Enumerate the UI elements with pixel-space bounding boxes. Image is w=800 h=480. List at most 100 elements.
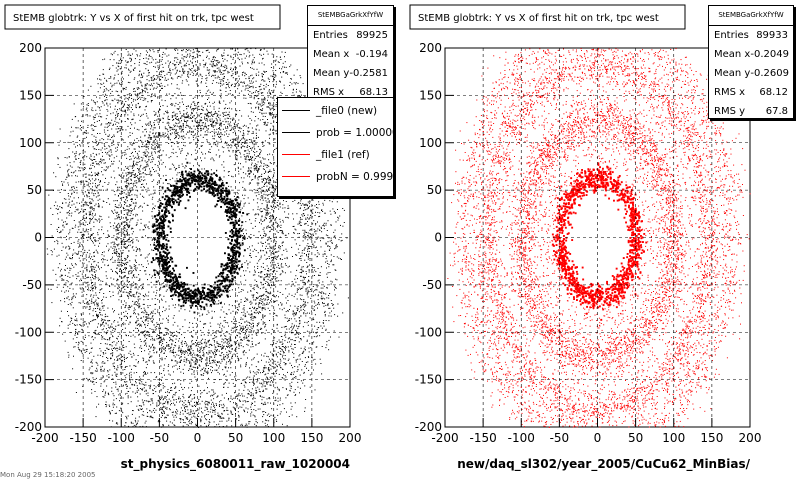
scatter-point bbox=[136, 182, 138, 184]
scatter-point bbox=[141, 140, 143, 142]
scatter-point bbox=[214, 70, 216, 72]
scatter-point bbox=[92, 296, 94, 298]
scatter-point bbox=[156, 86, 158, 88]
scatter-point bbox=[219, 326, 221, 328]
scatter-point bbox=[234, 213, 237, 216]
scatter-point bbox=[269, 162, 271, 164]
scatter-point bbox=[246, 335, 248, 337]
scatter-point bbox=[130, 198, 132, 200]
scatter-point bbox=[208, 125, 210, 127]
scatter-point bbox=[230, 144, 232, 146]
scatter-point bbox=[126, 200, 128, 202]
scatter-point bbox=[144, 88, 146, 89]
scatter-point bbox=[192, 131, 194, 133]
scatter-point bbox=[177, 58, 179, 60]
scatter-point bbox=[173, 124, 175, 126]
scatter-point bbox=[166, 332, 168, 334]
scatter-point bbox=[221, 263, 224, 266]
scatter-point bbox=[210, 191, 212, 194]
scatter-point bbox=[225, 199, 228, 202]
scatter-point bbox=[246, 340, 248, 342]
scatter-point bbox=[145, 106, 147, 108]
scatter-point bbox=[94, 255, 95, 257]
scatter-point bbox=[187, 288, 190, 291]
scatter-point bbox=[235, 253, 237, 256]
scatter-point bbox=[189, 127, 191, 129]
scatter-point bbox=[122, 262, 124, 264]
scatter-point bbox=[153, 348, 155, 350]
scatter-point bbox=[240, 317, 242, 319]
scatter-point bbox=[182, 178, 185, 180]
scatter-point bbox=[268, 273, 270, 275]
scatter-point bbox=[178, 348, 180, 350]
scatter-point bbox=[307, 248, 309, 250]
scatter-point bbox=[175, 338, 177, 340]
scatter-point bbox=[267, 207, 269, 209]
scatter-point bbox=[172, 184, 175, 187]
scatter-point bbox=[172, 340, 174, 342]
scatter-point bbox=[91, 274, 93, 276]
scatter-point bbox=[118, 324, 120, 326]
scatter-point bbox=[215, 276, 218, 279]
scatter-point bbox=[228, 212, 231, 214]
scatter-point bbox=[181, 171, 183, 174]
scatter-point bbox=[119, 262, 121, 264]
scatter-point bbox=[197, 51, 199, 53]
scatter-point bbox=[104, 146, 106, 147]
scatter-point bbox=[193, 179, 196, 182]
scatter-point bbox=[200, 356, 202, 358]
scatter-point bbox=[147, 334, 149, 336]
scatter-point bbox=[147, 123, 149, 125]
scatter-point bbox=[269, 216, 271, 217]
scatter-point bbox=[240, 342, 242, 344]
scatter-point bbox=[207, 291, 210, 294]
scatter-point bbox=[93, 210, 95, 212]
scatter-point bbox=[118, 354, 120, 356]
scatter-point bbox=[212, 301, 215, 304]
scatter-point bbox=[167, 267, 169, 270]
scatter-point bbox=[213, 195, 216, 198]
scatter-point bbox=[207, 115, 209, 117]
scatter-point bbox=[246, 331, 247, 333]
scatter-point bbox=[303, 312, 305, 314]
scatter-point bbox=[220, 193, 222, 196]
scatter-point bbox=[151, 316, 153, 318]
scatter-point bbox=[184, 120, 185, 122]
scatter-point bbox=[198, 66, 200, 68]
scatter-point bbox=[225, 120, 227, 122]
scatter-point bbox=[90, 266, 92, 268]
scatter-point bbox=[280, 264, 282, 266]
scatter-point bbox=[181, 350, 183, 352]
scatter-point bbox=[243, 133, 245, 135]
scatter-point bbox=[80, 205, 82, 207]
scatter-point bbox=[160, 136, 162, 138]
scatter-point bbox=[213, 296, 216, 299]
scatter-point bbox=[161, 196, 164, 199]
scatter-point bbox=[236, 272, 239, 275]
scatter-point bbox=[201, 78, 203, 80]
scatter-point bbox=[97, 302, 99, 304]
scatter-point bbox=[252, 346, 254, 348]
scatter-point bbox=[241, 61, 243, 63]
scatter-point bbox=[244, 334, 246, 336]
scatter-point bbox=[132, 183, 134, 185]
scatter-point bbox=[269, 178, 271, 180]
scatter-point bbox=[204, 118, 206, 120]
scatter-point bbox=[243, 81, 245, 83]
scatter-point bbox=[133, 176, 135, 178]
scatter-point bbox=[184, 145, 186, 147]
scatter-point bbox=[294, 318, 296, 320]
scatter-point bbox=[184, 180, 187, 183]
scatter-point bbox=[181, 340, 183, 342]
scatter-point bbox=[212, 125, 214, 127]
scatter-point bbox=[175, 190, 177, 193]
scatter-point bbox=[232, 227, 235, 229]
scatter-point bbox=[164, 260, 167, 262]
scatter-point bbox=[258, 305, 260, 307]
scatter-point bbox=[133, 88, 134, 90]
scatter-point bbox=[188, 116, 190, 117]
scatter-point bbox=[167, 200, 170, 203]
scatter-point bbox=[272, 259, 273, 261]
scatter-point bbox=[132, 228, 134, 230]
scatter-point bbox=[294, 344, 295, 345]
